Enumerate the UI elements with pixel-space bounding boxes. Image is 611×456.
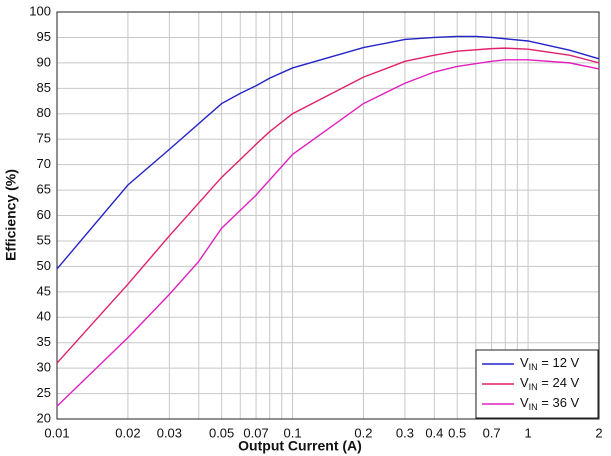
y-tick-label: 65 <box>37 182 51 197</box>
x-tick-label: 0.03 <box>157 425 182 440</box>
y-tick-label: 55 <box>37 232 51 247</box>
x-axis-title: Output Current (A) <box>238 438 362 454</box>
legend-label: VIN = 24 V <box>520 375 580 392</box>
x-tick-label: 0.4 <box>425 425 443 440</box>
legend-label: VIN = 12 V <box>520 355 580 372</box>
x-tick-label: 0.2 <box>354 425 372 440</box>
series-line <box>56 47 600 364</box>
y-tick-label: 45 <box>37 283 51 298</box>
x-tick-label: 0.07 <box>243 425 268 440</box>
y-tick-label: 60 <box>37 207 51 222</box>
x-tick-label: 0.02 <box>115 425 140 440</box>
y-tick-label: 35 <box>37 334 51 349</box>
y-tick-label: 70 <box>37 156 51 171</box>
series-line <box>56 35 600 270</box>
x-tick-label: 0.3 <box>396 425 414 440</box>
y-tick-label: 90 <box>37 54 51 69</box>
x-tick-label: 0.01 <box>44 425 69 440</box>
y-tick-label: 25 <box>37 385 51 400</box>
y-axis-title: Efficiency (%) <box>3 169 19 261</box>
x-tick-label: 0.1 <box>284 425 302 440</box>
y-tick-label: 30 <box>37 360 51 375</box>
y-tick-label: 50 <box>37 258 51 273</box>
y-tick-label: 100 <box>29 3 51 18</box>
y-tick-label: 85 <box>37 80 51 95</box>
x-tick-label: 2 <box>595 425 602 440</box>
legend-label: VIN = 36 V <box>520 395 580 412</box>
x-tick-label: 0.5 <box>448 425 466 440</box>
x-tick-label: 1 <box>524 425 531 440</box>
y-tick-label: 20 <box>37 410 51 425</box>
series-line <box>56 59 600 407</box>
y-tick-label: 80 <box>37 105 51 120</box>
y-tick-label: 40 <box>37 309 51 324</box>
plot-frame <box>56 11 600 420</box>
x-tick-label: 0.05 <box>209 425 234 440</box>
x-tick-label: 0.7 <box>483 425 501 440</box>
y-tick-label: 95 <box>37 29 51 44</box>
y-tick-label: 75 <box>37 131 51 146</box>
